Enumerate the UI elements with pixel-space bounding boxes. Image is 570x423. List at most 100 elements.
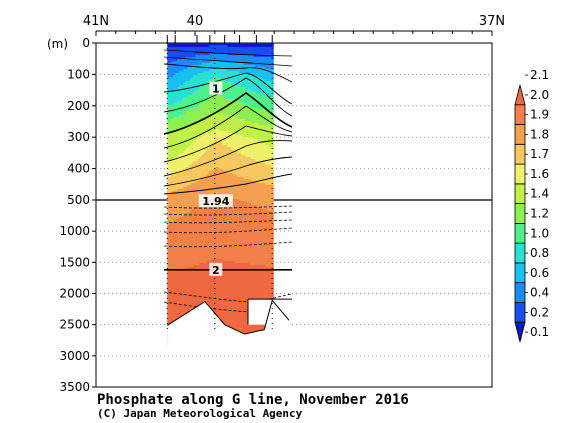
- section-cell: [209, 239, 212, 242]
- section-cell: [191, 171, 194, 174]
- section-cell: [225, 151, 228, 154]
- section-cell: [183, 47, 186, 50]
- section-cell: [175, 55, 178, 58]
- section-cell: [227, 249, 230, 252]
- section-cell: [193, 227, 196, 230]
- section-cell: [191, 91, 194, 94]
- section-cell: [177, 115, 180, 118]
- section-cell: [189, 301, 192, 304]
- section-cell: [171, 121, 174, 124]
- section-cell: [175, 289, 178, 292]
- section-cell: [181, 251, 184, 254]
- section-cell: [223, 239, 226, 242]
- section-cell: [231, 299, 234, 302]
- section-cell: [179, 47, 182, 50]
- section-cell: [181, 301, 184, 304]
- section-cell: [197, 137, 200, 140]
- section-cell: [167, 161, 170, 164]
- section-cell: [175, 215, 178, 218]
- section-cell: [185, 243, 188, 246]
- section-cell: [195, 183, 198, 186]
- section-cell: [203, 217, 206, 220]
- section-cell: [181, 205, 184, 208]
- section-cell: [169, 193, 172, 196]
- section-cell: [213, 155, 216, 158]
- section-cell: [197, 77, 200, 80]
- section-cell: [179, 179, 182, 182]
- section-cell: [195, 245, 198, 248]
- section-cell: [223, 215, 226, 218]
- section-cell: [215, 69, 218, 72]
- section-cell: [191, 307, 194, 310]
- section-cell: [179, 187, 182, 190]
- section-cell: [195, 181, 198, 184]
- section-cell: [167, 249, 170, 252]
- section-cell: [189, 69, 192, 72]
- section-cell: [189, 119, 192, 122]
- section-cell: [199, 249, 202, 252]
- section-cell: [167, 253, 170, 256]
- section-cell: [189, 205, 192, 208]
- section-cell: [169, 251, 172, 254]
- section-cell: [209, 117, 212, 120]
- section-cell: [169, 263, 172, 266]
- section-cell: [167, 145, 170, 148]
- section-cell: [169, 247, 172, 250]
- section-cell: [197, 149, 200, 152]
- section-cell: [181, 183, 184, 186]
- section-cell: [201, 43, 204, 46]
- section-cell: [205, 263, 208, 266]
- section-cell: [169, 101, 172, 104]
- section-cell: [177, 63, 180, 66]
- section-cell: [171, 287, 174, 290]
- section-cell: [215, 123, 218, 126]
- section-cell: [175, 45, 178, 48]
- section-cell: [201, 143, 204, 146]
- section-cell: [215, 297, 218, 300]
- section-cell: [199, 175, 202, 178]
- section-cell: [231, 237, 234, 240]
- section-cell: [211, 225, 214, 228]
- section-cell: [185, 301, 188, 304]
- section-cell: [189, 123, 192, 126]
- section-cell: [193, 297, 196, 300]
- section-cell: [209, 285, 212, 288]
- section-cell: [181, 105, 184, 108]
- section-cell: [167, 57, 170, 60]
- section-cell: [197, 113, 200, 116]
- section-cell: [181, 231, 184, 234]
- section-cell: [173, 53, 176, 56]
- section-cell: [187, 243, 190, 246]
- section-cell: [221, 265, 224, 268]
- section-cell: [197, 291, 200, 294]
- section-cell: [177, 105, 180, 108]
- section-cell: [179, 267, 182, 270]
- section-cell: [229, 289, 232, 292]
- section-cell: [227, 43, 230, 46]
- section-cell: [183, 253, 186, 256]
- section-cell: [189, 159, 192, 162]
- section-cell: [231, 141, 234, 144]
- section-cell: [171, 229, 174, 232]
- section-cell: [225, 75, 228, 78]
- section-cell: [197, 237, 200, 240]
- section-cell: [213, 115, 216, 118]
- section-cell: [189, 143, 192, 146]
- section-cell: [207, 181, 210, 184]
- section-cell: [215, 101, 218, 104]
- section-cell: [223, 63, 226, 66]
- section-cell: [227, 181, 230, 184]
- section-cell: [221, 159, 224, 162]
- section-cell: [167, 261, 170, 264]
- section-cell: [175, 283, 178, 286]
- section-cell: [203, 47, 206, 50]
- section-cell: [187, 307, 190, 310]
- section-cell: [209, 103, 212, 106]
- section-cell: [213, 99, 216, 102]
- section-cell: [189, 47, 192, 50]
- section-cell: [229, 257, 232, 260]
- section-cell: [211, 65, 214, 68]
- section-cell: [195, 185, 198, 188]
- section-cell: [183, 263, 186, 266]
- section-cell: [221, 141, 224, 144]
